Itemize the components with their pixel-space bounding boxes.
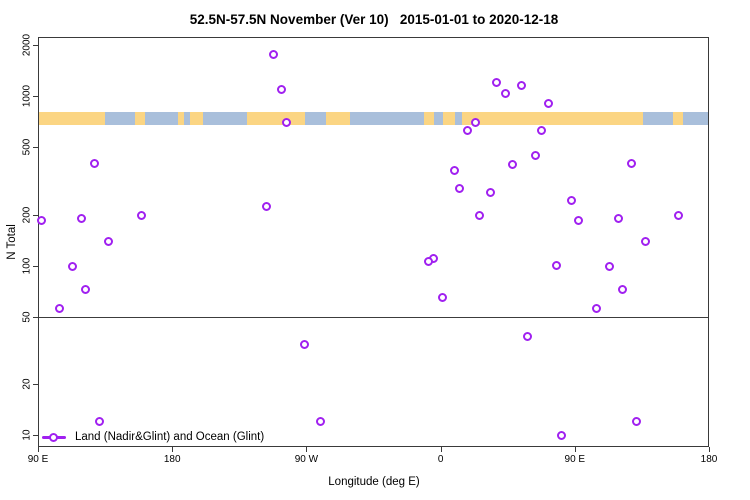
data-point-marker <box>76 213 86 223</box>
data-point-marker <box>104 237 114 247</box>
map-band-segment-ocean <box>455 112 463 125</box>
data-point-marker <box>455 183 465 193</box>
map-band-segment-ocean <box>183 112 190 125</box>
map-band-segment-ocean <box>434 112 443 125</box>
data-point-marker <box>574 215 584 225</box>
data-point-marker <box>90 158 100 168</box>
data-point-marker <box>530 151 540 161</box>
data-point-marker <box>449 165 459 175</box>
x-tick <box>709 447 710 452</box>
reference-line <box>38 316 709 318</box>
data-point-marker <box>81 285 91 295</box>
map-band-segment-ocean <box>104 112 136 125</box>
data-point-marker <box>37 215 47 225</box>
map-band-segment-ocean <box>203 112 248 125</box>
map-band-segment-ocean <box>643 112 674 125</box>
x-tick-label: 90 E <box>27 454 49 465</box>
map-band-segment-land <box>38 112 105 125</box>
data-point-marker <box>618 285 627 295</box>
y-tick-label: 1000 <box>21 84 33 108</box>
y-tick-label: 2000 <box>21 33 33 57</box>
data-point-marker <box>300 340 310 350</box>
data-point-marker <box>474 210 484 220</box>
y-tick <box>33 147 38 149</box>
map-band-segment-land <box>135 112 146 125</box>
data-point-marker <box>95 417 105 427</box>
map-band-segment-land <box>424 112 435 125</box>
x-tick <box>306 447 308 452</box>
y-axis-label: N Total <box>6 224 18 260</box>
data-point-marker <box>424 257 434 267</box>
y-tick <box>33 96 38 98</box>
legend-label: Land (Nadir&Glint) and Ocean (Glint) <box>75 431 265 443</box>
x-tick-label: 180 <box>700 454 718 465</box>
data-point-marker <box>673 211 683 221</box>
data-point-marker <box>641 237 651 247</box>
map-band-segment-ocean <box>350 112 425 125</box>
y-tick-label: 20 <box>21 378 33 390</box>
data-point-marker <box>591 303 601 313</box>
y-tick-label: 200 <box>21 206 33 223</box>
data-point-marker <box>269 49 279 59</box>
data-point-marker <box>552 261 562 271</box>
map-band-segment-land <box>673 112 684 125</box>
y-tick-label: 100 <box>21 257 33 274</box>
data-point-marker <box>556 430 566 440</box>
data-point-marker <box>507 160 517 170</box>
data-point-marker <box>55 303 65 313</box>
map-band-segment-ocean <box>683 112 709 125</box>
data-point-marker <box>276 84 286 94</box>
plot-border-box <box>38 37 709 447</box>
data-point-marker <box>566 196 576 206</box>
y-tick-label: 10 <box>21 429 33 441</box>
data-point-marker <box>537 125 547 135</box>
data-point-marker <box>281 117 291 127</box>
y-tick-label: 50 <box>21 310 33 323</box>
data-point-marker <box>470 117 480 127</box>
data-point-marker <box>613 213 623 223</box>
data-point-marker <box>486 187 496 197</box>
legend-circle-marker-icon <box>49 432 58 442</box>
x-tick <box>172 447 174 452</box>
y-tick <box>33 45 38 46</box>
chart-title: 52.5N-57.5N November (Ver 10) 2015-01-01… <box>189 12 559 27</box>
data-point-marker <box>261 202 271 212</box>
x-tick <box>574 447 576 452</box>
x-tick <box>440 447 442 452</box>
data-point-marker <box>500 88 510 98</box>
y-tick <box>33 435 38 437</box>
data-point-marker <box>604 261 614 271</box>
data-point-marker <box>437 292 447 302</box>
map-band-segment-land <box>189 112 204 125</box>
data-point-marker <box>523 332 533 342</box>
map-band-segment-land <box>462 112 644 125</box>
y-tick <box>33 265 38 267</box>
x-tick-label: 90 E <box>564 454 586 465</box>
y-tick <box>33 316 38 318</box>
data-point-marker <box>462 125 472 135</box>
x-tick-label: 0 <box>437 454 444 465</box>
map-band-segment-ocean <box>145 112 178 125</box>
map-band-segment-land <box>326 112 351 125</box>
map-band-segment-ocean <box>305 112 327 125</box>
x-tick-label: 180 <box>163 454 181 465</box>
data-point-marker <box>67 261 77 271</box>
map-band-segment-land <box>442 112 456 125</box>
data-point-marker <box>516 80 526 90</box>
map-band-segment-land <box>178 112 184 125</box>
data-point-marker <box>316 417 326 427</box>
x-tick <box>38 447 39 452</box>
data-point-marker <box>137 211 147 221</box>
data-point-marker <box>492 77 502 87</box>
data-point-marker <box>544 98 554 108</box>
data-point-marker <box>626 158 636 168</box>
y-tick-label: 500 <box>21 138 33 156</box>
x-axis-label: Longitude (deg E) <box>328 476 420 488</box>
y-tick <box>33 384 38 385</box>
x-tick-label: 90 W <box>294 454 319 465</box>
y-tick <box>33 214 38 216</box>
data-point-marker <box>632 417 642 427</box>
